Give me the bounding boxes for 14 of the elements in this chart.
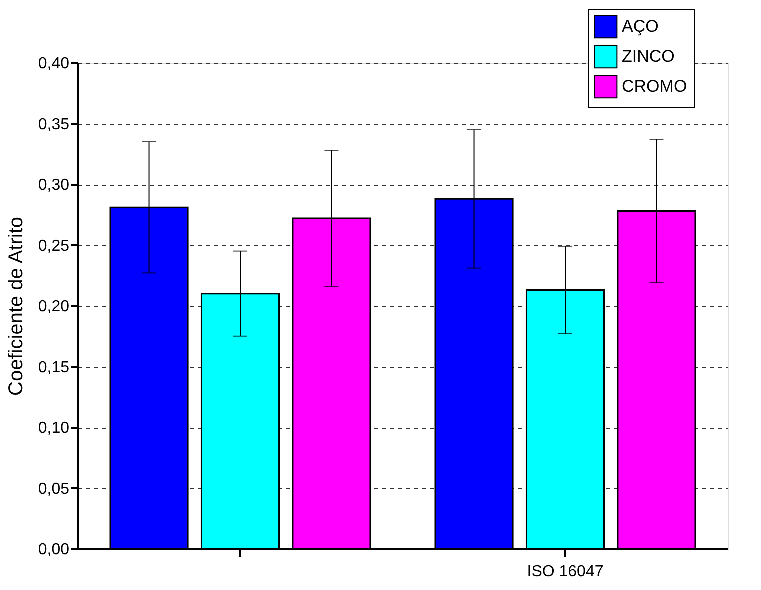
y-tick-label: 0,35	[38, 116, 70, 134]
y-axis-title: Coeficiente de Atrito	[5, 217, 28, 396]
y-tick-label: 0,25	[38, 238, 70, 255]
y-tick-label: 0,05	[38, 480, 70, 498]
y-tick-label: 0,10	[38, 420, 70, 437]
y-tick-label: 0,00	[38, 542, 70, 558]
y-tick-label: 0,15	[38, 359, 70, 376]
y-tick-label: 0,20	[38, 298, 70, 316]
legend-label: CROMO	[622, 77, 688, 96]
y-tick-label: 0,30	[38, 177, 70, 194]
legend-label: AÇO	[622, 17, 659, 36]
x-tick-label: ISO 16047	[527, 564, 604, 580]
y-tick-label: 0,40	[38, 56, 70, 72]
legend-label: ZINCO	[622, 47, 675, 66]
